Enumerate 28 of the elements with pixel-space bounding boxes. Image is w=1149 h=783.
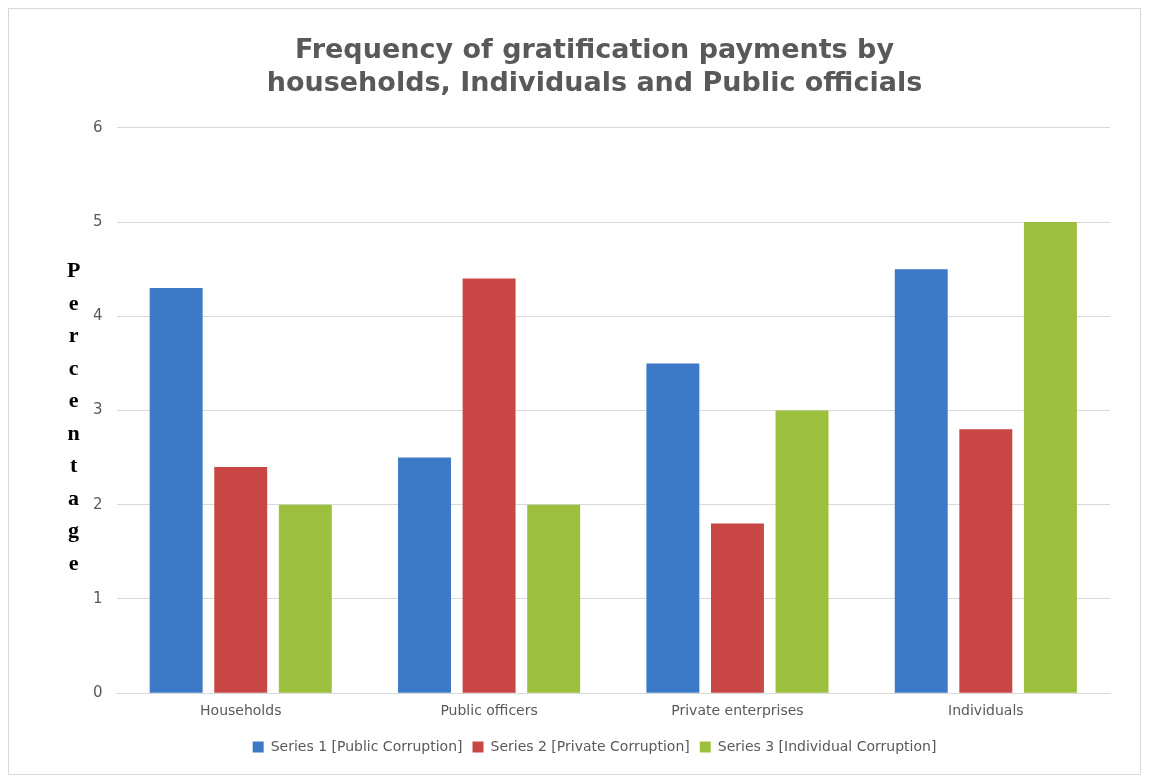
y-tick-label: 3 xyxy=(93,400,103,419)
bar xyxy=(214,467,268,693)
chart-title: Frequency of gratification payments by households, Individuals and Public officials xyxy=(266,33,923,97)
bar xyxy=(646,363,700,693)
bar xyxy=(710,523,764,693)
bar xyxy=(278,504,332,693)
legend-label: Series 2 [Private Corruption] xyxy=(490,737,690,754)
bar xyxy=(1023,222,1077,693)
y-tick-label: 0 xyxy=(93,683,103,702)
bar xyxy=(775,410,829,693)
x-tick-label: Individuals xyxy=(948,702,1024,719)
text: Percentage xyxy=(67,257,81,575)
legend-label: Series 3 [Individual Corruption] xyxy=(717,737,937,754)
y-tick-label: 6 xyxy=(93,117,103,136)
x-tick-label: Public officers xyxy=(440,702,538,719)
y-tick-label: 4 xyxy=(93,306,103,325)
y-tick-label: 5 xyxy=(93,211,103,230)
bar xyxy=(462,278,516,693)
bar xyxy=(149,288,203,693)
x-tick-label: Households xyxy=(200,702,282,719)
x-tick-label: Private enterprises xyxy=(671,702,804,719)
bar xyxy=(894,269,948,693)
legend-label: Series 1 [Public Corruption] xyxy=(270,737,463,754)
bar xyxy=(527,504,581,693)
bar xyxy=(398,457,451,693)
bar xyxy=(959,429,1013,693)
y-tick-label: 2 xyxy=(93,494,103,513)
y-tick-label: 1 xyxy=(93,588,103,607)
